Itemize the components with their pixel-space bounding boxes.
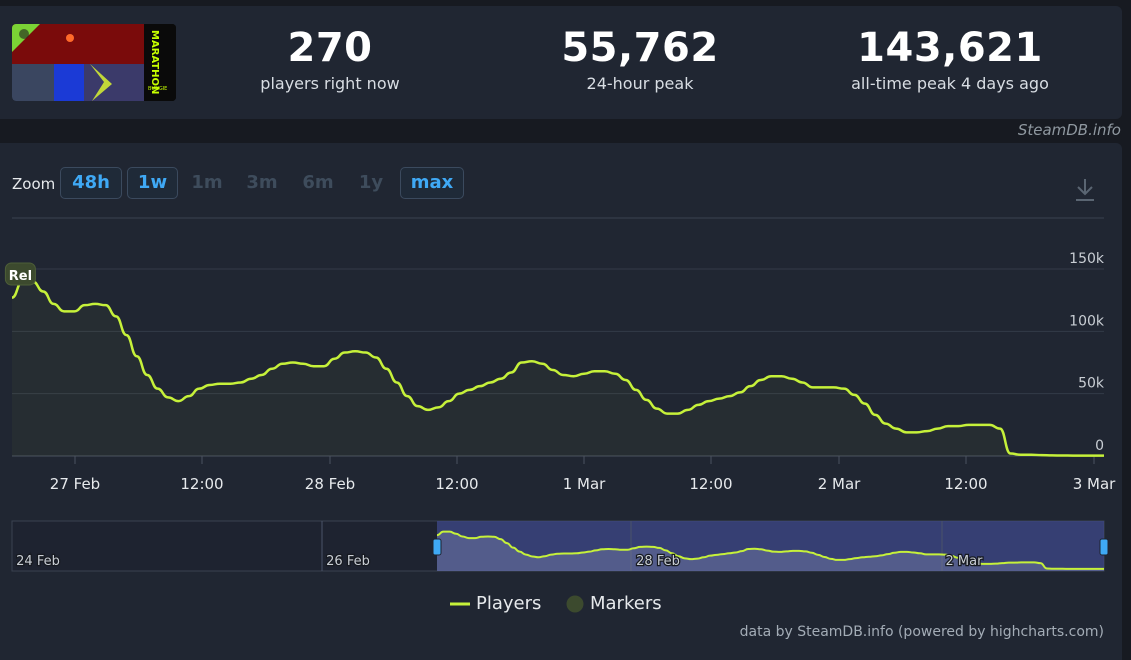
release-marker-label: Rel	[9, 269, 32, 284]
zoom-3m-button[interactable]: 3m	[246, 172, 278, 193]
x-tick-label: 12:00	[180, 475, 223, 493]
x-tick-label: 2 Mar	[818, 475, 861, 493]
legend-line-icon	[450, 602, 470, 606]
players-area	[12, 281, 1104, 456]
legend-markers[interactable]: Markers	[566, 593, 662, 614]
x-tick-label: 27 Feb	[50, 475, 100, 493]
legend-players[interactable]: Players	[450, 593, 541, 614]
stat-24h-peak: 55,762 24-hour peak	[540, 24, 740, 94]
navigator-label: 28 Feb	[636, 554, 680, 569]
player-chart[interactable]: 0 50k 100k 150k 27 Feb 12:00 28 Feb 12:00 1 Mar…	[0, 143, 1122, 588]
legend-markers-label: Markers	[590, 593, 662, 614]
y-axis-labels: 0 50k 100k 150k	[1069, 251, 1105, 454]
stat-24h-peak-value: 55,762	[561, 25, 719, 71]
navigator-label: 2 Mar	[946, 554, 984, 569]
y-tick-label: 50k	[1078, 376, 1105, 392]
chart-panel: Zoom 48h 1w 1m 3m 6m 1y max 0 50k 100k 150k…	[0, 143, 1122, 660]
zoom-1m-button[interactable]: 1m	[191, 172, 223, 193]
navigator-series-line	[436, 530, 1105, 570]
game-logo[interactable]: MARATHON BUNGIE	[12, 24, 176, 101]
legend-marker-icon	[566, 595, 584, 613]
players-series-line[interactable]	[11, 280, 1105, 457]
navigator-handle-right[interactable]	[1099, 538, 1109, 556]
zoom-1y-button[interactable]: 1y	[358, 172, 384, 193]
x-tick-label: 28 Feb	[305, 475, 355, 493]
highcharts-credit[interactable]: data by SteamDB.info (powered by highcha…	[739, 624, 1104, 640]
chart-grid	[12, 268, 1104, 464]
stat-alltime-peak-label: all-time peak 4 days ago	[851, 74, 1049, 93]
stat-current-label: players right now	[260, 74, 400, 93]
y-tick-label: 150k	[1069, 251, 1105, 267]
x-tick-label: 3 Mar	[1073, 475, 1116, 493]
navigator-handle-left[interactable]	[432, 538, 442, 556]
release-markers[interactable]: Rel	[4, 262, 36, 286]
download-icon[interactable]	[1074, 177, 1096, 203]
release-marker-badge	[4, 262, 36, 286]
legend-players-label: Players	[476, 593, 542, 614]
game-logo-art: MARATHON BUNGIE	[12, 24, 176, 101]
y-tick-label: 100k	[1069, 313, 1105, 329]
stat-current: 270 players right now	[240, 24, 420, 94]
stat-alltime-peak: 143,621 all-time peak 4 days ago	[830, 24, 1070, 94]
navigator-label: 26 Feb	[326, 554, 370, 569]
zoom-6m-button[interactable]: 6m	[302, 172, 334, 193]
x-tick-label: 12:00	[435, 475, 478, 493]
release-marker: Rel	[4, 262, 36, 286]
x-tick-label: 12:00	[689, 475, 732, 493]
logo-title: MARATHON	[149, 30, 160, 94]
zoom-48h-button[interactable]: 48h	[60, 167, 122, 199]
navigator-label: 24 Feb	[16, 554, 60, 569]
x-tick-label: 12:00	[944, 475, 987, 493]
stat-alltime-peak-value: 143,621	[857, 25, 1043, 71]
stat-current-value: 270	[287, 25, 373, 71]
zoom-1w-button[interactable]: 1w	[127, 167, 178, 199]
chart-legend: Players Markers	[0, 593, 1122, 617]
zoom-label: Zoom	[12, 175, 56, 193]
logo-subtitle: BUNGIE	[148, 86, 167, 92]
stat-24h-peak-label: 24-hour peak	[586, 74, 694, 93]
navigator[interactable]: 24 Feb 26 Feb 28 Feb 2 Mar	[11, 520, 1109, 572]
y-tick-label: 0	[1095, 438, 1104, 454]
steamdb-credit[interactable]: SteamDB.info	[1017, 121, 1121, 139]
x-axis-labels: 27 Feb 12:00 28 Feb 12:00 1 Mar 12:00 2 Mar 12:…	[50, 475, 1116, 493]
navigator-selection	[437, 521, 1104, 571]
zoom-max-button[interactable]: max	[400, 167, 464, 199]
x-tick-label: 1 Mar	[563, 475, 606, 493]
stats-panel: MARATHON BUNGIE 270 players right now 55…	[0, 6, 1122, 119]
